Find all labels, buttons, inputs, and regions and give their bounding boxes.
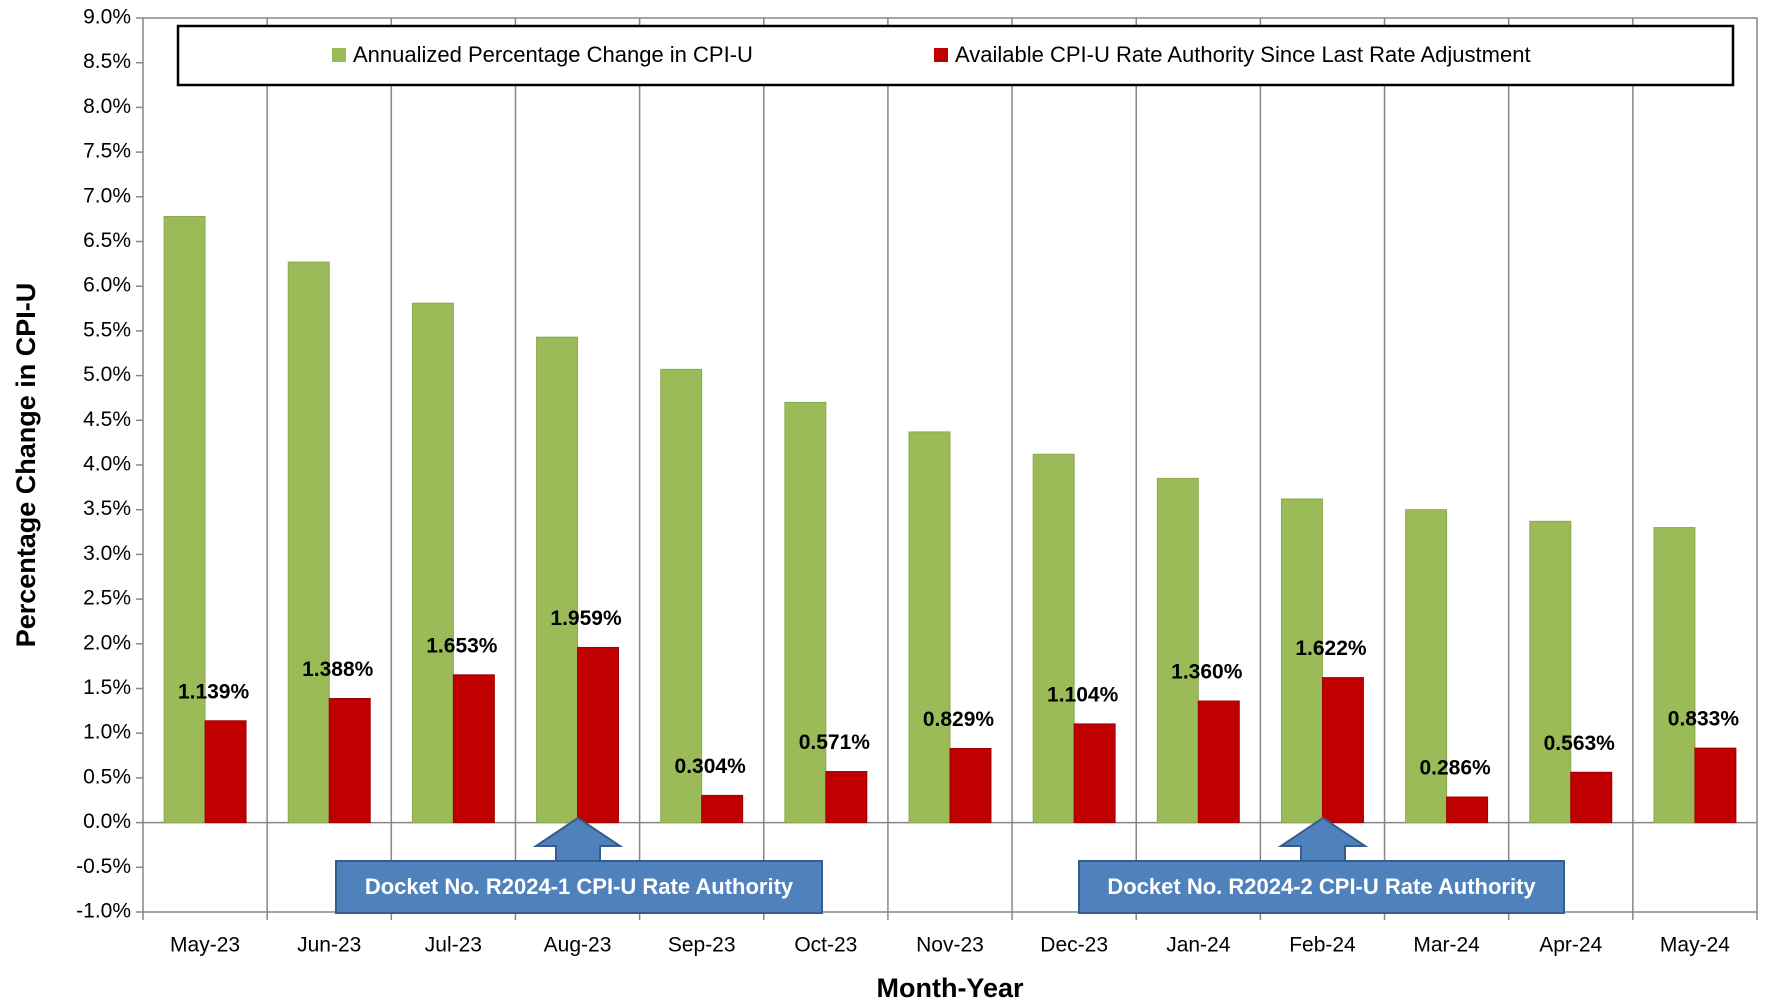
value-label: 1.360% [1171, 661, 1243, 684]
bar [411, 302, 454, 824]
annotation-box [1078, 860, 1565, 914]
y-tick-label: 4.5% [83, 408, 131, 431]
bar [660, 368, 703, 824]
bar [287, 261, 330, 824]
bar [577, 646, 620, 824]
y-tick-label: 6.5% [83, 229, 131, 252]
plot-frame [142, 17, 1758, 913]
x-tick-label: Mar-24 [1413, 934, 1480, 957]
value-label: 1.653% [426, 634, 498, 657]
y-tick-label: 5.5% [83, 318, 131, 341]
x-tick-label: Nov-23 [916, 934, 984, 957]
value-label: 0.829% [923, 708, 995, 731]
y-tick-label: 6.0% [83, 274, 131, 297]
y-tick-label: 0.0% [83, 810, 131, 833]
bar [949, 747, 992, 824]
x-axis-title: Month-Year [876, 973, 1024, 1003]
value-label: 1.388% [302, 658, 374, 681]
value-label: 1.104% [1047, 683, 1119, 706]
value-label: 0.304% [675, 755, 747, 778]
y-tick-label: -0.5% [76, 855, 131, 878]
bar [1321, 677, 1364, 824]
y-tick-label: 7.5% [83, 140, 131, 163]
annotation-arrow [1277, 816, 1369, 863]
x-tick-label: Oct-23 [794, 934, 857, 957]
bar [1073, 723, 1116, 824]
x-tick-label: Jul-23 [425, 934, 482, 957]
x-tick-label: Sep-23 [668, 934, 736, 957]
bar [328, 698, 371, 824]
legend-swatch [332, 48, 346, 62]
annotation-arrow [532, 816, 624, 863]
x-tick-label: Dec-23 [1040, 934, 1108, 957]
bar [784, 401, 827, 824]
bar [908, 431, 951, 824]
y-tick-label: 1.0% [83, 721, 131, 744]
x-tick-label: May-23 [170, 934, 240, 957]
value-label: 0.286% [1419, 757, 1491, 780]
legend-box [176, 24, 1735, 87]
value-label: 0.563% [1544, 732, 1616, 755]
legend-label: Annualized Percentage Change in CPI-U [353, 42, 753, 67]
bar [1570, 771, 1613, 824]
bar [1694, 747, 1737, 824]
bar [1653, 527, 1696, 824]
x-tick-label: Feb-24 [1289, 934, 1356, 957]
value-label: 0.571% [799, 731, 871, 754]
bar [1032, 453, 1075, 824]
y-tick-label: 3.5% [83, 497, 131, 520]
annotation-box [335, 860, 823, 914]
bar [701, 794, 744, 824]
annotation-text: Docket No. R2024-1 CPI-U Rate Authority [365, 874, 794, 899]
legend-label: Available CPI-U Rate Authority Since Las… [955, 42, 1531, 67]
value-label: 1.959% [550, 607, 622, 630]
y-tick-label: 4.0% [83, 453, 131, 476]
bar [1446, 796, 1489, 824]
value-label: 1.139% [178, 680, 250, 703]
bar [163, 215, 206, 824]
y-axis-title: Percentage Change in CPI-U [11, 283, 41, 648]
y-tick-label: 8.0% [83, 95, 131, 118]
bar [825, 771, 868, 824]
legend-swatch [934, 48, 948, 62]
value-label: 0.833% [1668, 708, 1740, 731]
y-tick-label: 1.5% [83, 676, 131, 699]
bar [204, 720, 247, 824]
bar [1197, 700, 1240, 824]
x-tick-label: Aug-23 [544, 934, 612, 957]
value-label: 1.622% [1295, 637, 1367, 660]
y-tick-label: 8.5% [83, 50, 131, 73]
x-tick-label: Jun-23 [297, 934, 361, 957]
bar [452, 674, 495, 824]
y-tick-label: 5.0% [83, 363, 131, 386]
annotation-text: Docket No. R2024-2 CPI-U Rate Authority [1107, 874, 1536, 899]
bar [1529, 520, 1572, 824]
bar [536, 336, 579, 824]
y-tick-label: 7.0% [83, 184, 131, 207]
bar [1405, 509, 1448, 824]
y-tick-label: 2.5% [83, 587, 131, 610]
x-tick-label: May-24 [1660, 934, 1730, 957]
bar [1280, 498, 1323, 824]
y-tick-label: 9.0% [83, 6, 131, 29]
y-tick-label: 2.0% [83, 631, 131, 654]
y-tick-label: 3.0% [83, 542, 131, 565]
bar [1156, 477, 1199, 824]
x-tick-label: Jan-24 [1166, 934, 1231, 957]
x-tick-label: Apr-24 [1539, 934, 1602, 957]
y-tick-label: -1.0% [76, 900, 131, 923]
y-tick-label: 0.5% [83, 765, 131, 788]
